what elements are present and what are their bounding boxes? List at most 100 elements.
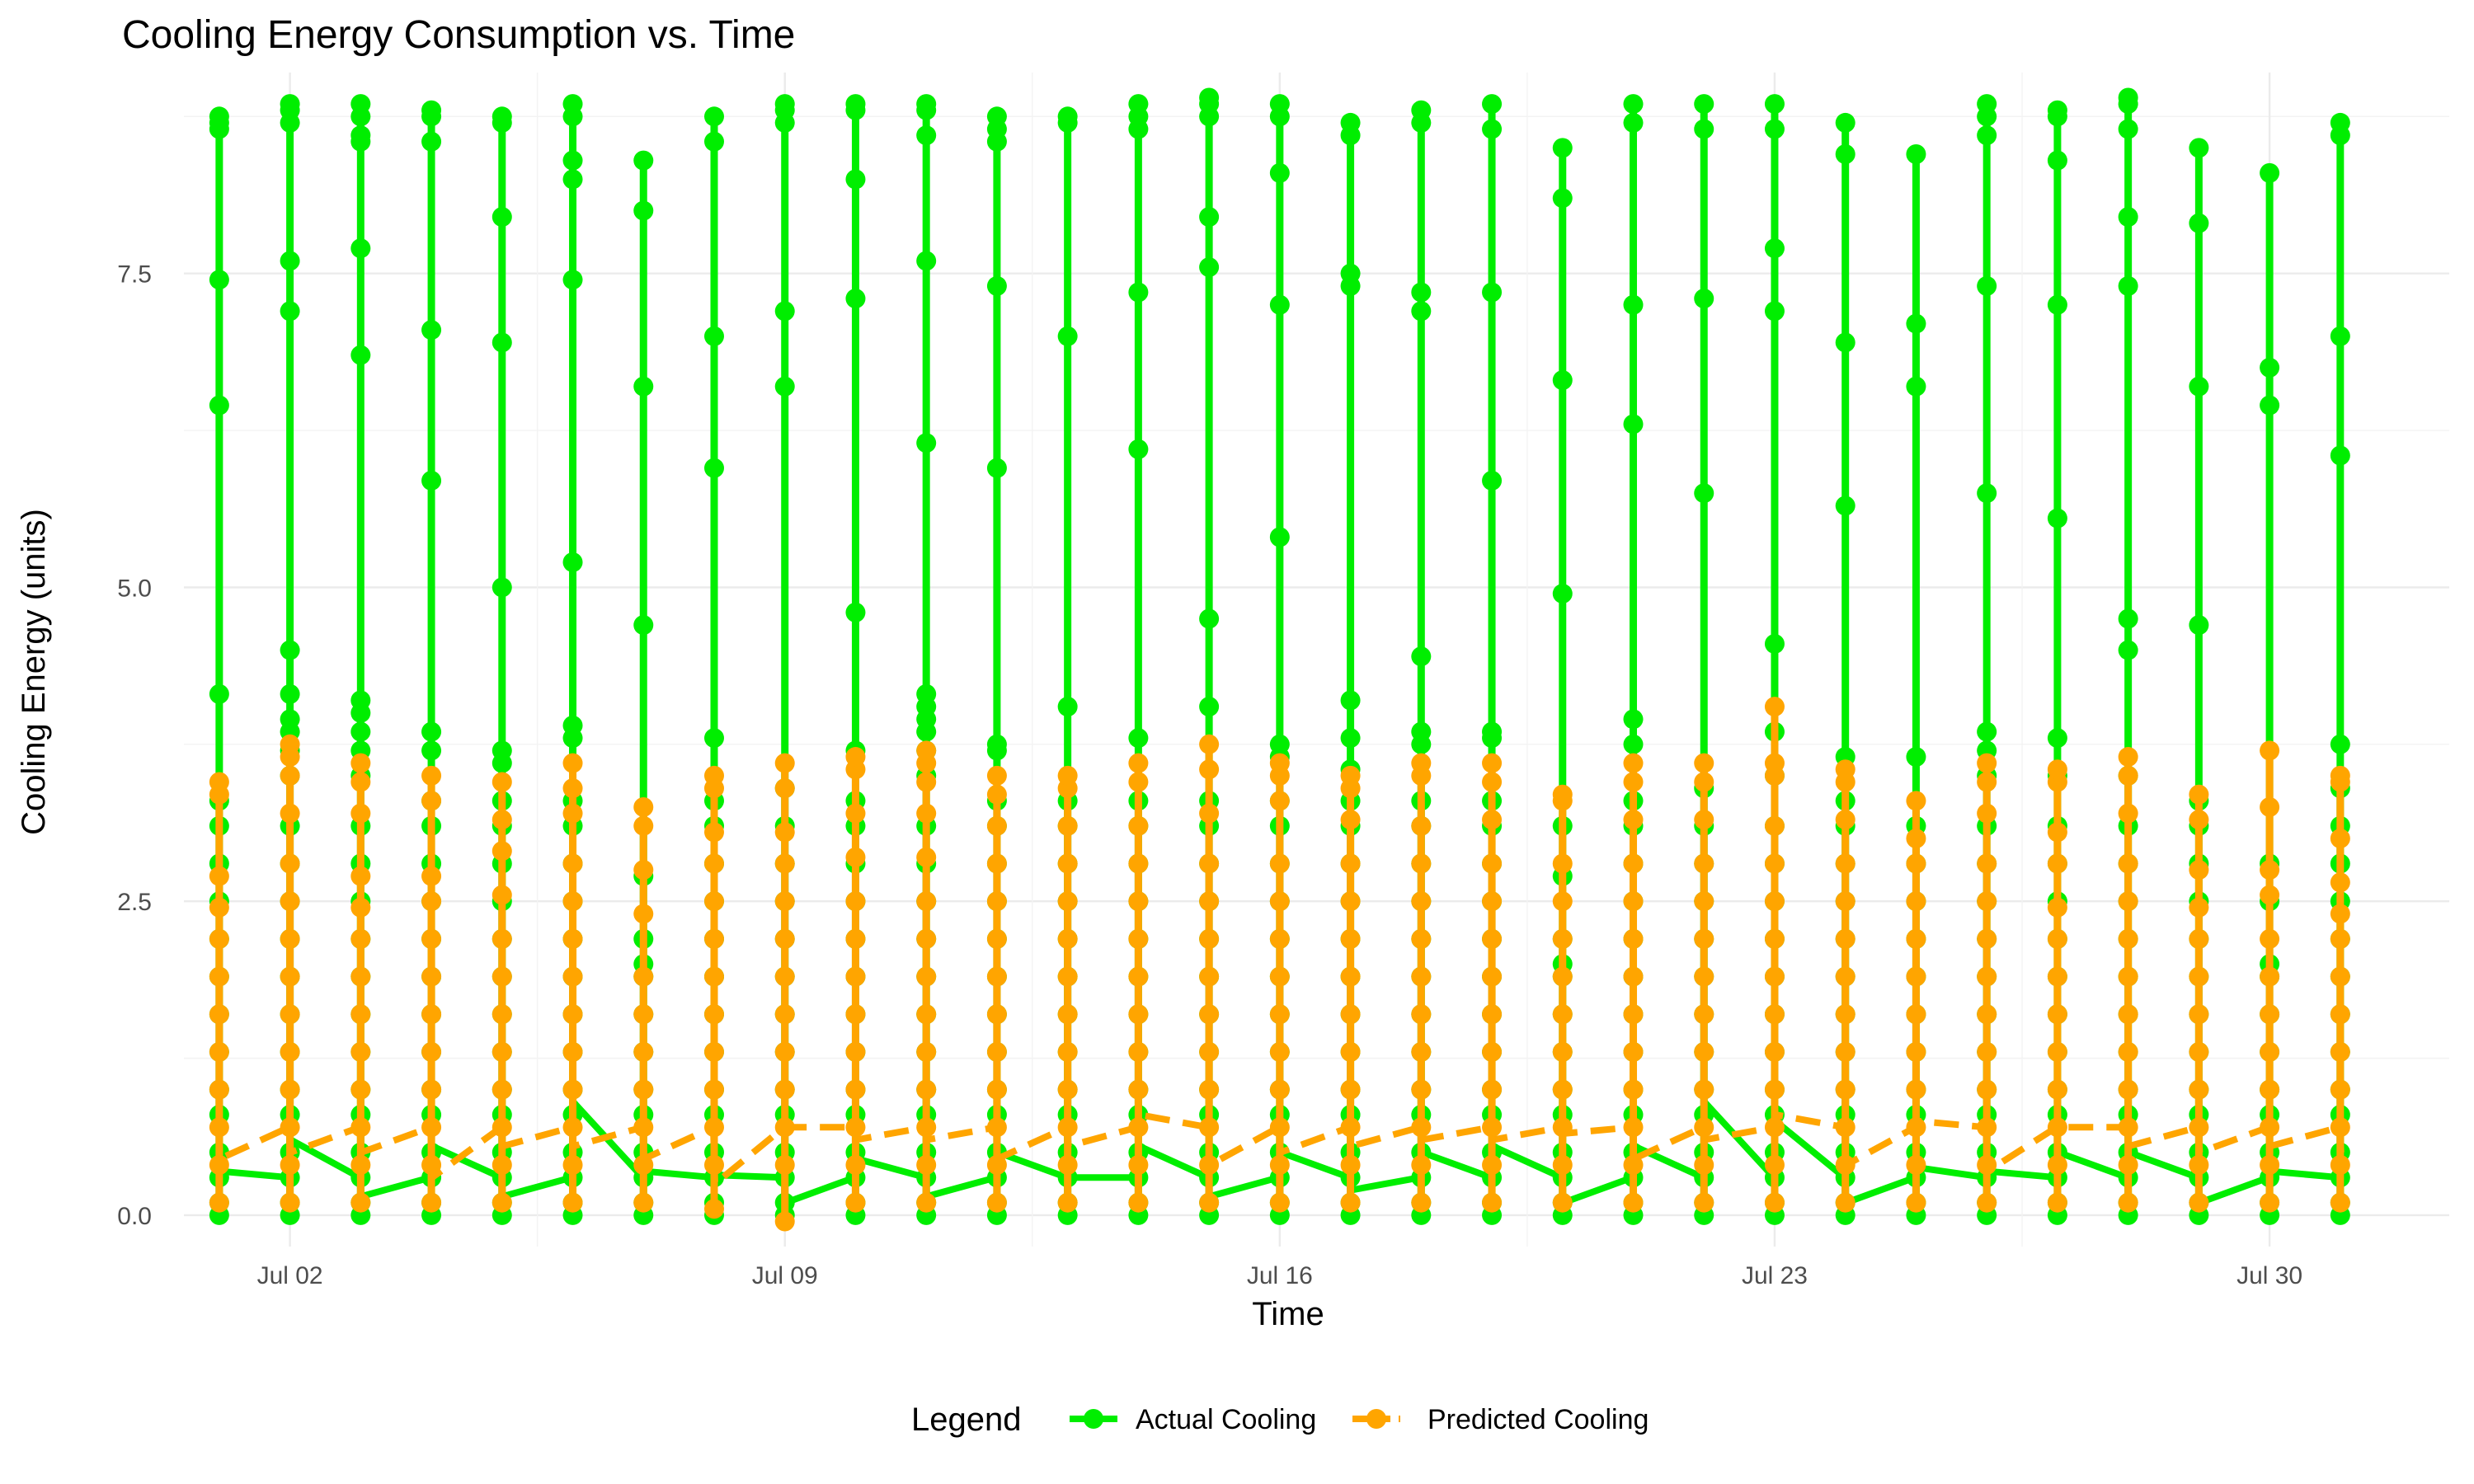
data-point-1: [1977, 891, 1997, 912]
data-point-1: [421, 1192, 442, 1213]
data-point-0: [916, 94, 937, 115]
data-point-0: [562, 552, 583, 572]
data-point-1: [1340, 1155, 1361, 1176]
data-point-1: [350, 897, 371, 918]
data-point-0: [1340, 728, 1361, 749]
data-point-0: [280, 709, 300, 730]
data-point-1: [1694, 810, 1714, 830]
data-point-1: [774, 1004, 795, 1025]
data-point-1: [421, 791, 442, 811]
data-point-1: [2047, 759, 2067, 780]
data-point-1: [280, 928, 300, 949]
data-point-0: [916, 125, 937, 146]
data-point-1: [1128, 1192, 1149, 1213]
data-point-1: [1764, 753, 1785, 773]
data-point-1: [1057, 1192, 1078, 1213]
data-point-1: [633, 1155, 654, 1176]
data-point-1: [492, 1192, 512, 1213]
data-point-0: [492, 740, 512, 761]
data-point-1: [1694, 772, 1714, 792]
data-point-1: [633, 1004, 654, 1025]
data-point-1: [2330, 1192, 2350, 1213]
data-point-0: [2047, 508, 2067, 528]
legend-label-predicted: Predicted Cooling: [1427, 1404, 1649, 1435]
data-point-0: [1482, 119, 1503, 139]
data-point-1: [2047, 1041, 2067, 1062]
data-point-1: [1482, 966, 1503, 987]
data-point-1: [562, 853, 583, 874]
data-point-1: [1694, 1041, 1714, 1062]
data-point-1: [2047, 1192, 2067, 1213]
data-point-1: [1906, 1192, 1926, 1213]
data-point-1: [845, 803, 866, 824]
data-point-1: [1623, 966, 1644, 987]
data-point-1: [1269, 1041, 1290, 1062]
data-point-1: [1906, 1041, 1926, 1062]
data-point-1: [1552, 853, 1573, 874]
data-point-1: [280, 853, 300, 874]
data-point-1: [1269, 928, 1290, 949]
data-point-1: [1199, 734, 1220, 754]
data-point-1: [421, 928, 442, 949]
data-point-1: [2118, 1155, 2138, 1176]
data-point-0: [1269, 294, 1290, 315]
data-point-1: [2047, 897, 2067, 918]
data-point-0: [2189, 213, 2209, 233]
data-point-1: [1764, 815, 1785, 836]
data-point-1: [1057, 765, 1078, 786]
data-point-0: [280, 94, 300, 115]
data-point-1: [1057, 966, 1078, 987]
data-point-1: [1128, 1004, 1149, 1025]
data-point-1: [562, 1004, 583, 1025]
data-point-0: [421, 131, 442, 152]
data-point-1: [2047, 1004, 2067, 1025]
data-point-1: [1340, 1079, 1361, 1100]
data-point-1: [1977, 1192, 1997, 1213]
y-tick-label: 5.0: [117, 575, 152, 602]
data-point-1: [492, 1004, 512, 1025]
data-point-1: [774, 928, 795, 949]
data-point-1: [2047, 1079, 2067, 1100]
data-point-0: [774, 376, 795, 397]
data-point-1: [280, 891, 300, 912]
data-point-1: [703, 1155, 724, 1176]
data-point-0: [633, 150, 654, 171]
data-point-1: [492, 772, 512, 792]
data-point-0: [1977, 125, 1997, 146]
x-tick-label: Jul 30: [2236, 1262, 2302, 1289]
legend-key-predicted-dot: [1366, 1409, 1386, 1429]
data-point-0: [1128, 282, 1149, 303]
data-point-1: [1552, 928, 1573, 949]
data-point-0: [1623, 709, 1644, 730]
data-point-1: [916, 1041, 937, 1062]
data-point-1: [633, 1117, 654, 1138]
data-point-0: [1552, 370, 1573, 391]
data-point-1: [280, 1155, 300, 1176]
data-point-1: [1340, 928, 1361, 949]
data-point-1: [1694, 966, 1714, 987]
data-point-1: [774, 1079, 795, 1100]
data-point-0: [1057, 697, 1078, 717]
data-point-1: [1694, 1079, 1714, 1100]
data-point-1: [1340, 765, 1361, 786]
data-point-1: [1057, 928, 1078, 949]
data-point-1: [703, 1079, 724, 1100]
data-point-0: [1552, 138, 1573, 158]
legend: Legend Actual Cooling Predicted Cooling: [911, 1402, 1649, 1438]
data-point-1: [1977, 853, 1997, 874]
data-point-0: [633, 376, 654, 397]
data-point-0: [845, 169, 866, 190]
legend-item-actual: Actual Cooling: [1070, 1404, 1316, 1435]
data-point-1: [1057, 815, 1078, 836]
y-tick-labels: 0.0 2.5 5.0 7.5: [117, 261, 152, 1230]
data-point-0: [421, 320, 442, 340]
data-point-1: [1623, 753, 1644, 773]
data-point-1: [2260, 1004, 2280, 1025]
data-point-0: [421, 100, 442, 120]
data-point-0: [350, 94, 371, 115]
data-point-1: [280, 765, 300, 786]
data-point-0: [774, 301, 795, 322]
data-point-1: [1764, 1041, 1785, 1062]
data-point-1: [1764, 966, 1785, 987]
data-point-1: [562, 891, 583, 912]
